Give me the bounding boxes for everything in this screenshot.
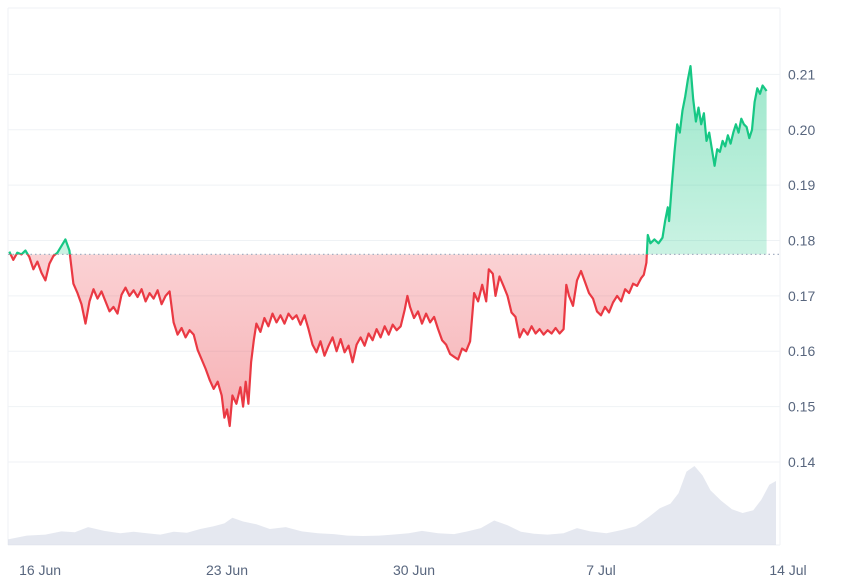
x-tick-label: 23 Jun <box>206 562 248 578</box>
y-tick-label: 0.19 <box>788 177 815 193</box>
y-tick-label: 0.16 <box>788 343 815 359</box>
y-tick-label: 0.18 <box>788 233 815 249</box>
y-tick-label: 0.17 <box>788 288 815 304</box>
y-tick-label: 0.14 <box>788 454 815 470</box>
price-area-fill <box>9 66 767 426</box>
x-tick-label: 7 Jul <box>586 562 616 578</box>
price-line-below <box>9 254 648 428</box>
x-axis-labels: 16 Jun 23 Jun 30 Jun 7 Jul 14 Jul <box>19 562 807 578</box>
y-tick-label: 0.20 <box>788 122 815 138</box>
price-line <box>8 65 768 428</box>
x-tick-label: 14 Jul <box>769 562 806 578</box>
volume-area <box>8 466 776 545</box>
volume-area-shape <box>8 466 776 545</box>
y-tick-label: 0.21 <box>788 66 815 82</box>
area-fill-above <box>9 66 767 255</box>
x-tick-label: 16 Jun <box>19 562 61 578</box>
y-axis-labels: 0.14 0.15 0.16 0.17 0.18 0.19 0.20 0.21 <box>788 66 815 470</box>
x-tick-label: 30 Jun <box>393 562 435 578</box>
area-fill-below <box>9 254 767 426</box>
y-tick-label: 0.15 <box>788 399 815 415</box>
price-line-above <box>8 65 768 255</box>
